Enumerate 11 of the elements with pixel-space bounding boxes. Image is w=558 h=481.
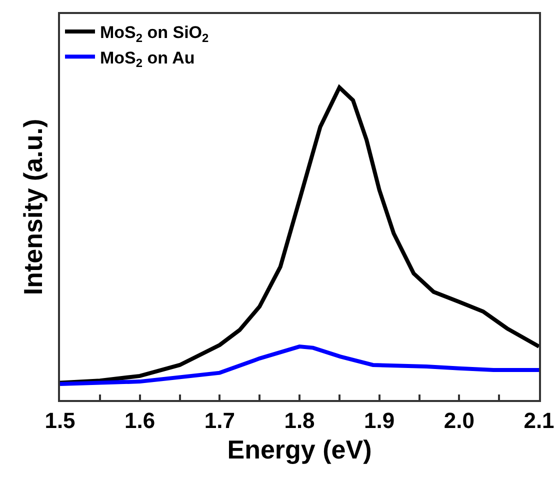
x-tick-label: 1.9 bbox=[364, 408, 395, 434]
x-tick-label: 1.7 bbox=[204, 408, 235, 434]
x-tick-label: 1.5 bbox=[44, 408, 76, 434]
x-tick-label: 1.8 bbox=[284, 408, 315, 434]
legend-label: MoS$_{2}$ on SiO$_{2}$ bbox=[100, 23, 210, 45]
x-tick-label: 2.1 bbox=[524, 408, 554, 434]
y-axis-title: Intensity (a.u.) bbox=[18, 118, 48, 296]
x-axis-title: Energy (eV) bbox=[227, 434, 372, 464]
x-tick-label: 2.0 bbox=[444, 408, 474, 434]
x-tick-label: 1.6 bbox=[124, 408, 156, 434]
legend-label: MoS$_{2}$ on Au bbox=[100, 48, 195, 70]
